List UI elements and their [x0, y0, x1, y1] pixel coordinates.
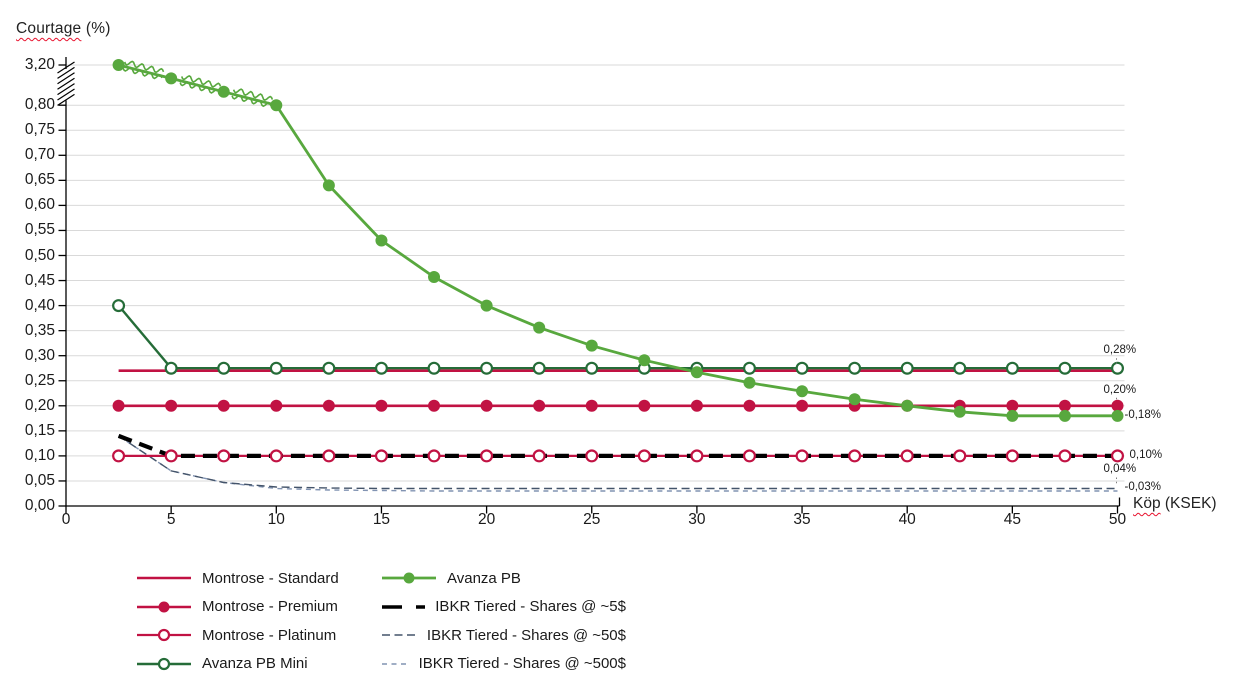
value-annotation: 0,28% — [1103, 344, 1137, 357]
legend-swatch-montrose_standard — [137, 576, 191, 580]
series-markers-avanza_pb_mini — [112, 299, 1124, 375]
gridlines — [66, 64, 1125, 482]
chart-legend: Montrose - Standard Montrose - Premium Mon… — [136, 564, 626, 678]
x-tick-label: 45 — [1003, 511, 1021, 528]
series-markers-avanza_pb — [112, 59, 1124, 422]
axis-break-squiggle-icon — [122, 60, 274, 108]
y-tick-label: 0,75 — [24, 121, 55, 139]
legend-item-avanza_pb: Avanza PB — [381, 568, 626, 588]
series-markers-montrose_premium — [112, 399, 1124, 412]
y-axis-break-icon — [57, 61, 75, 106]
x-tick-label: 0 — [61, 511, 71, 528]
x-tick-label: 10 — [267, 511, 285, 528]
y-tick-label: 0,65 — [24, 171, 55, 189]
y-tick-label: 0,60 — [24, 196, 55, 214]
x-tick-label: 35 — [793, 511, 811, 528]
y-tick-label: 0,70 — [24, 146, 55, 164]
y-axis-title-unit: (%) — [81, 20, 111, 37]
series-line-ibkr_500 — [118, 435, 1118, 492]
legend-label: Avanza PB — [447, 569, 521, 587]
x-tick-label: 25 — [583, 511, 601, 528]
series-line-avanza_pb — [118, 63, 1118, 418]
legend-item-montrose_premium: Montrose - Premium — [136, 597, 381, 617]
y-axis-title: Courtage (%) — [16, 20, 111, 38]
legend-item-ibkr_5: IBKR Tiered - Shares @ ~5$ — [381, 597, 626, 617]
x-tick-label: 5 — [166, 511, 176, 528]
series-markers-montrose_platinum — [112, 449, 1124, 463]
y-tick-label: 0,50 — [24, 246, 55, 264]
x-tick-label: 30 — [688, 511, 706, 528]
x-axis-title-unit: (KSEK) — [1160, 495, 1217, 512]
y-tick-label: 0,00 — [24, 497, 55, 514]
x-tick-label: 15 — [372, 511, 391, 528]
legend-item-montrose_platinum: Montrose - Platinum — [136, 625, 381, 645]
y-axis-title-word: Courtage — [16, 20, 82, 37]
y-tick-label: 0,30 — [24, 346, 55, 364]
y-tick-label: 0,80 — [24, 96, 55, 114]
legend-swatch-montrose_premium — [137, 601, 191, 613]
legend-label: Montrose - Premium — [202, 598, 338, 616]
legend-label: IBKR Tiered - Shares @ ~50$ — [426, 626, 626, 644]
legend-label: Montrose - Platinum — [202, 626, 337, 644]
y-tick-label: 3,20 — [24, 56, 55, 73]
y-tick-label: 0,55 — [24, 221, 55, 239]
y-tick-label: 0,25 — [24, 371, 55, 389]
legend-item-ibkr_500: IBKR Tiered - Shares @ ~500$ — [381, 654, 626, 674]
legend-swatch-avanza_pb_mini — [137, 657, 191, 670]
legend-item-ibkr_50: IBKR Tiered - Shares @ ~50$ — [381, 625, 626, 645]
legend-item-montrose_standard: Montrose - Standard — [136, 568, 381, 588]
value-annotation: -0,03% — [1124, 480, 1161, 493]
value-annotation: 0,04% — [1103, 463, 1137, 476]
x-axis-title-word: Köp — [1133, 495, 1161, 512]
value-annotation: 0,20% — [1103, 383, 1137, 396]
legend-swatch-avanza_pb — [382, 572, 436, 584]
x-axis-title: Köp (KSEK) — [1133, 495, 1217, 513]
y-tick-label: 0,45 — [24, 271, 55, 289]
legend-label: Montrose - Standard — [202, 569, 339, 587]
y-tick-label: 0,05 — [24, 471, 55, 489]
legend-label: Avanza PB Mini — [202, 655, 308, 673]
y-tick-label: 0,15 — [24, 421, 55, 439]
series-line-ibkr_50 — [118, 435, 1118, 490]
y-tick-label: 0,40 — [24, 296, 55, 314]
axes — [58, 57, 1121, 514]
value-annotation: -0,18% — [1124, 408, 1161, 421]
y-tick-label: 0,10 — [24, 446, 55, 464]
x-tick-label: 40 — [898, 511, 916, 528]
y-tick-label: 0,20 — [24, 396, 55, 414]
legend-swatch-ibkr_5 — [382, 604, 426, 609]
x-tick-label: 50 — [1108, 511, 1127, 528]
series-line-ibkr_5 — [117, 433, 1118, 458]
series-line-avanza_pb_mini — [117, 304, 1118, 370]
x-tick-label: 20 — [477, 511, 496, 528]
legend-swatch-montrose_platinum — [137, 629, 191, 642]
legend-item-avanza_pb_mini: Avanza PB Mini — [136, 654, 381, 674]
value-annotation: 0,10% — [1129, 448, 1163, 461]
legend-swatch-ibkr_500 — [382, 663, 409, 665]
legend-label: IBKR Tiered - Shares @ ~5$ — [435, 598, 626, 616]
legend-label: IBKR Tiered - Shares @ ~500$ — [418, 655, 626, 673]
y-tick-label: 0,35 — [24, 321, 55, 339]
legend-swatch-ibkr_50 — [382, 634, 417, 636]
